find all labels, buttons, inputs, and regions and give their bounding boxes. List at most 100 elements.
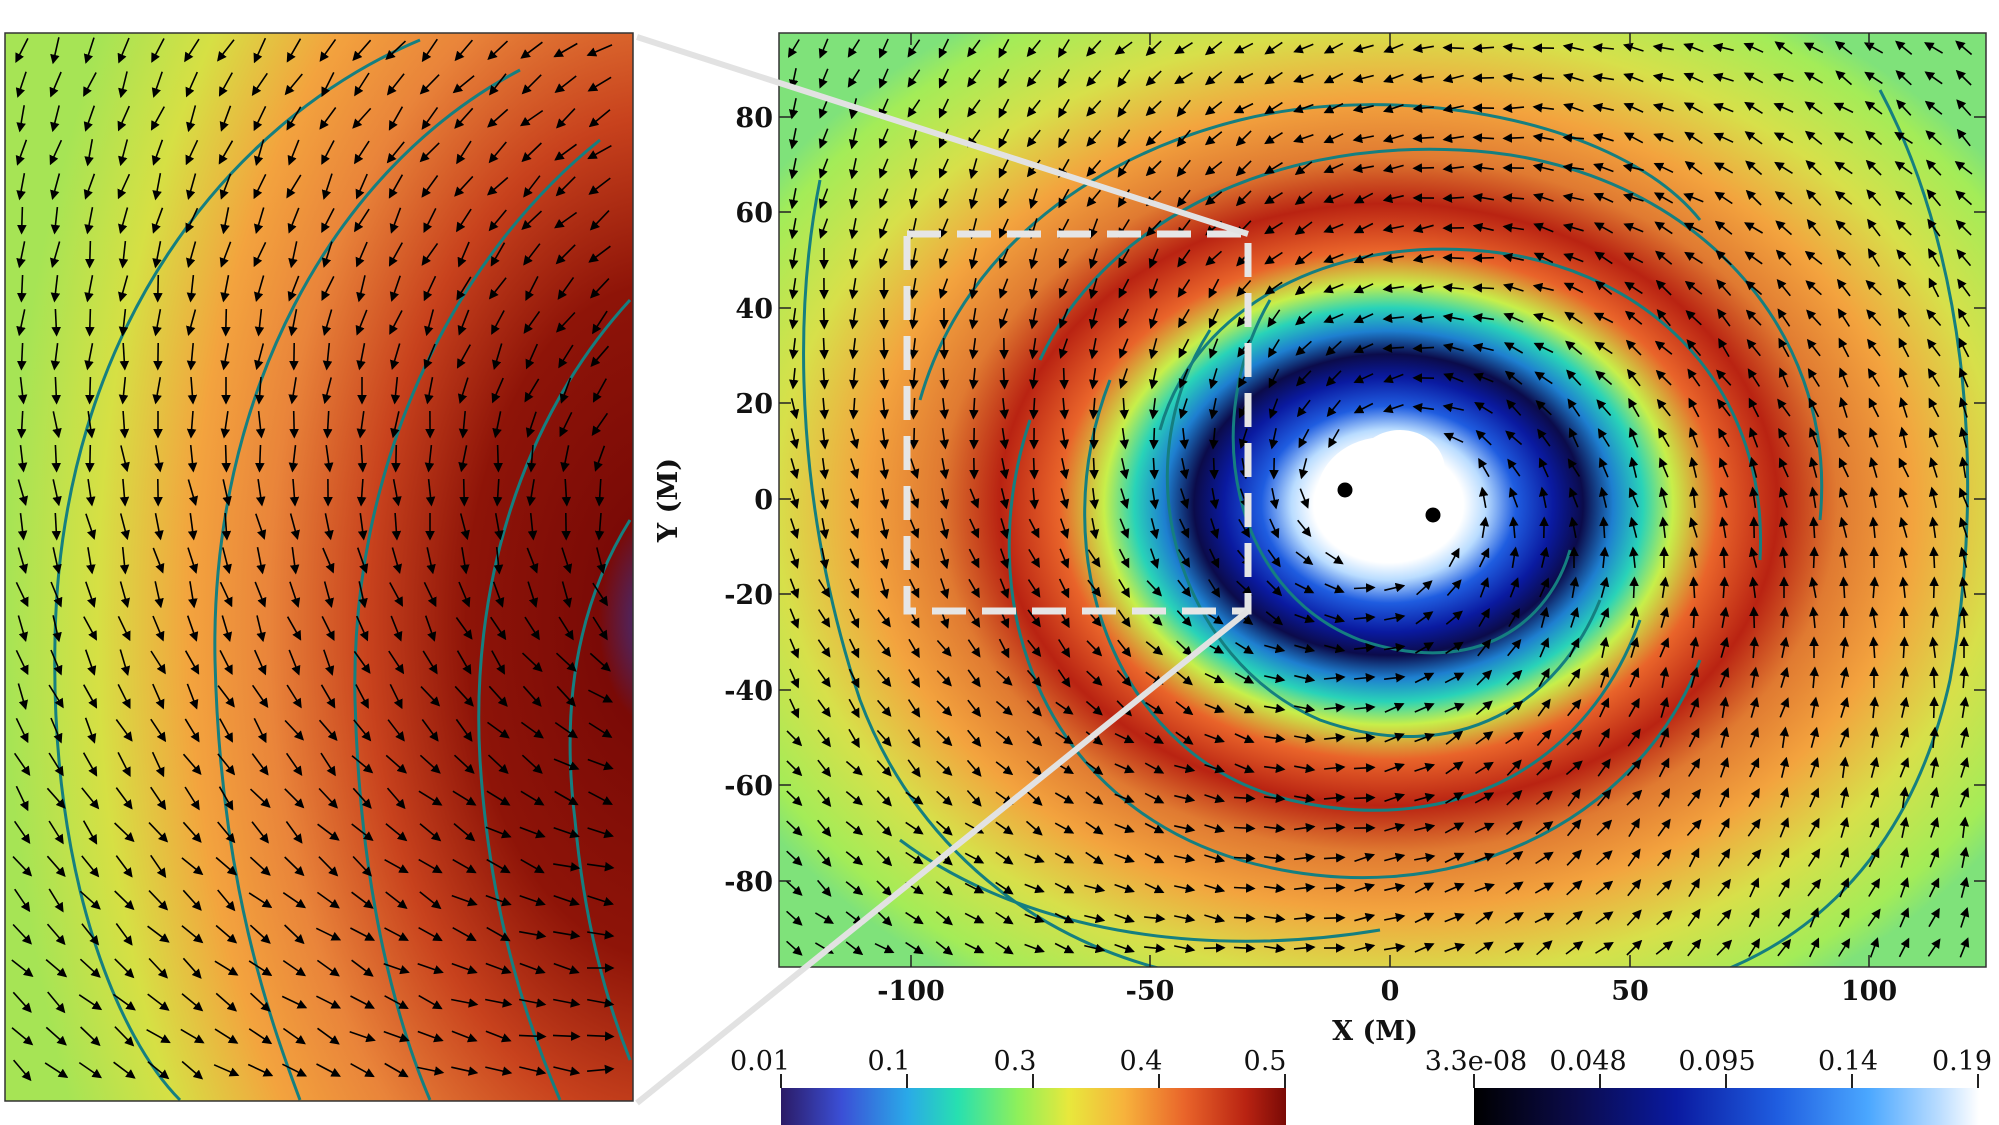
- velocity-arrow: [358, 581, 368, 609]
- velocity-arrow: [84, 275, 94, 303]
- velocity-arrow: [1293, 103, 1314, 114]
- velocity-arrow: [525, 343, 539, 370]
- velocity-arrow: [487, 40, 509, 60]
- velocity-arrow: [15, 649, 29, 676]
- velocity-arrow: [490, 616, 507, 641]
- velocity-arrow: [519, 998, 547, 1008]
- velocity-arrow: [453, 754, 475, 774]
- velocity-arrow: [1176, 159, 1191, 178]
- velocity-arrow: [491, 650, 505, 675]
- velocity-arrow: [187, 547, 199, 574]
- velocity-arrow: [1412, 43, 1434, 54]
- velocity-arrow: [289, 513, 300, 541]
- velocity-arrow: [322, 343, 333, 371]
- velocity-arrow: [848, 128, 859, 150]
- velocity-arrow: [1442, 133, 1465, 144]
- velocity-arrow: [1684, 131, 1703, 145]
- velocity-arrow: [1563, 102, 1584, 113]
- velocity-arrow: [391, 444, 401, 473]
- velocity-arrow: [587, 895, 614, 907]
- velocity-arrow: [15, 139, 28, 166]
- velocity-arrow: [389, 683, 403, 710]
- velocity-arrow: [17, 377, 28, 405]
- y-tick-label: -60: [724, 771, 773, 802]
- velocity-arrow: [355, 173, 368, 200]
- colorbar-right-tick-label: 0.095: [1678, 1046, 1755, 1077]
- velocity-arrow: [485, 1066, 513, 1076]
- velocity-arrow: [1086, 40, 1102, 57]
- velocity-arrow: [485, 998, 513, 1008]
- velocity-arrow: [422, 650, 438, 675]
- y-tick-label: 0: [754, 485, 773, 516]
- velocity-arrow: [83, 616, 97, 641]
- velocity-arrow: [1744, 101, 1763, 114]
- velocity-arrow: [352, 787, 372, 809]
- velocity-arrow: [222, 479, 232, 507]
- velocity-arrow: [284, 924, 305, 945]
- main-velocity-arrows: [786, 38, 1973, 958]
- velocity-arrow: [385, 754, 408, 774]
- velocity-arrow: [1176, 99, 1191, 117]
- velocity-arrow: [384, 1062, 409, 1078]
- velocity-arrow: [392, 479, 402, 507]
- velocity-arrow: [181, 857, 204, 876]
- velocity-arrow: [586, 1031, 615, 1042]
- velocity-arrow: [255, 513, 267, 540]
- velocity-arrow: [390, 411, 400, 439]
- velocity-arrow: [1442, 163, 1464, 174]
- velocity-arrow: [318, 856, 339, 877]
- velocity-arrow: [487, 721, 510, 739]
- velocity-arrow: [187, 479, 198, 507]
- velocity-arrow: [219, 581, 233, 608]
- velocity-arrow: [456, 276, 472, 301]
- velocity-arrow: [1804, 101, 1823, 115]
- velocity-arrow: [553, 930, 581, 940]
- velocity-arrow: [525, 411, 537, 438]
- velocity-arrow: [588, 791, 613, 805]
- velocity-arrow: [186, 173, 197, 201]
- velocity-arrow: [486, 790, 511, 806]
- velocity-arrow: [818, 68, 829, 89]
- velocity-arrow: [1773, 72, 1794, 83]
- velocity-arrow: [1929, 576, 1939, 599]
- velocity-arrow: [818, 158, 829, 179]
- velocity-arrow: [553, 895, 580, 907]
- velocity-arrow: [1623, 102, 1644, 113]
- velocity-arrow: [1623, 72, 1644, 83]
- velocity-arrow: [152, 309, 162, 337]
- main-contour-line: [1231, 299, 1572, 655]
- velocity-arrow: [79, 958, 101, 978]
- velocity-arrow: [1472, 133, 1495, 143]
- velocity-arrow: [150, 854, 167, 879]
- velocity-arrow: [1562, 162, 1585, 173]
- velocity-arrow: [247, 1063, 274, 1077]
- velocity-arrow: [282, 959, 307, 977]
- velocity-arrow: [16, 241, 26, 269]
- velocity-arrow: [50, 275, 61, 303]
- velocity-arrow: [49, 139, 63, 166]
- velocity-arrow: [1204, 71, 1223, 86]
- velocity-arrow: [185, 71, 199, 98]
- velocity-arrow: [50, 343, 61, 371]
- velocity-arrow: [350, 995, 375, 1009]
- velocity-arrow: [879, 337, 889, 360]
- velocity-arrow: [288, 445, 299, 473]
- velocity-arrow: [907, 69, 921, 88]
- velocity-arrow: [147, 993, 170, 1011]
- velocity-arrow: [84, 343, 94, 371]
- velocity-arrow: [1264, 71, 1283, 85]
- velocity-arrow: [147, 925, 170, 943]
- velocity-arrow: [383, 1030, 410, 1043]
- velocity-arrow: [596, 547, 606, 575]
- velocity-arrow: [151, 139, 164, 166]
- velocity-arrow: [457, 309, 470, 336]
- velocity-arrow: [588, 689, 614, 703]
- velocity-arrow: [1955, 40, 1973, 56]
- velocity-arrow: [1117, 99, 1131, 118]
- velocity-arrow: [1532, 132, 1554, 143]
- velocity-arrow: [1562, 42, 1584, 53]
- velocity-arrow: [254, 343, 265, 371]
- velocity-arrow: [458, 581, 471, 608]
- velocity-arrow: [1442, 43, 1465, 53]
- colorbar-right-tick-label: 0.048: [1549, 1046, 1626, 1077]
